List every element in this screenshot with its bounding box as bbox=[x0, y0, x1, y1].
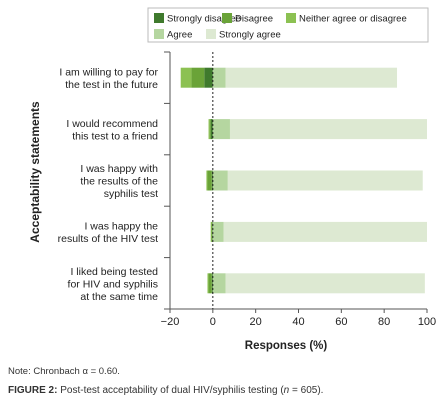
legend-swatch bbox=[154, 29, 164, 39]
x-tick-label: 60 bbox=[335, 316, 347, 328]
bar-segment bbox=[212, 221, 224, 242]
bar-segment bbox=[191, 67, 205, 88]
bar-segment bbox=[229, 119, 427, 140]
x-tick-label: −20 bbox=[161, 316, 180, 328]
bar-segment bbox=[207, 273, 209, 294]
x-tick-label: 40 bbox=[292, 316, 304, 328]
bar-segment bbox=[227, 170, 423, 191]
bar-segment bbox=[206, 170, 208, 191]
x-tick-label: 100 bbox=[418, 316, 436, 328]
category-label: the test in the future bbox=[65, 79, 158, 91]
caption-label: FIGURE 2: bbox=[8, 385, 58, 396]
category-label: results of the HIV test bbox=[58, 233, 158, 245]
bar-segment bbox=[211, 273, 213, 294]
category-label: I would recommend bbox=[66, 118, 158, 130]
legend-swatch bbox=[222, 13, 232, 23]
category-label: syphilis test bbox=[104, 188, 158, 200]
bar-segment bbox=[211, 170, 213, 191]
bar-segment bbox=[180, 67, 192, 88]
figure-caption: FIGURE 2: Post-test acceptability of dua… bbox=[8, 385, 323, 396]
bar-segment bbox=[209, 119, 211, 140]
bar-segment bbox=[208, 273, 212, 294]
bar-segment bbox=[225, 67, 398, 88]
bar-segment bbox=[207, 170, 212, 191]
x-tick-label: 20 bbox=[250, 316, 262, 328]
legend-swatch bbox=[154, 13, 164, 23]
legend-label: Strongly agree bbox=[219, 30, 281, 41]
bar-segment bbox=[210, 119, 213, 140]
bar-segment bbox=[212, 273, 226, 294]
bar-segment bbox=[204, 67, 213, 88]
category-label: for HIV and syphilis bbox=[68, 278, 158, 290]
legend-label: Neither agree or disagree bbox=[299, 14, 407, 25]
legend-label: Disagree bbox=[235, 14, 273, 25]
category-label: I was happy with bbox=[80, 163, 158, 175]
category-label: this test to a friend bbox=[72, 130, 158, 142]
legend-swatch bbox=[286, 13, 296, 23]
x-tick-label: 0 bbox=[210, 316, 216, 328]
figure-note: Note: Chronbach α = 0.60. bbox=[8, 366, 120, 377]
x-tick-label: 80 bbox=[378, 316, 390, 328]
bar-segment bbox=[210, 221, 212, 242]
bar-segment bbox=[225, 273, 425, 294]
caption-text-before: Post-test acceptability of dual HIV/syph… bbox=[57, 385, 284, 396]
bar-segment bbox=[212, 119, 230, 140]
bar-segment bbox=[211, 221, 213, 242]
bar-segment bbox=[212, 170, 228, 191]
category-label: I was happy the bbox=[84, 221, 158, 233]
category-label: the results of the bbox=[80, 176, 158, 188]
legend-label: Strongly disagree bbox=[167, 14, 241, 25]
bar-segment bbox=[208, 119, 210, 140]
y-axis-label: Acceptability statements bbox=[28, 101, 42, 243]
caption-text-after: = 605). bbox=[289, 385, 324, 396]
legend-label: Agree bbox=[167, 30, 192, 41]
category-label: at the same time bbox=[80, 291, 158, 303]
category-label: I liked being tested bbox=[70, 266, 158, 278]
bar-segment bbox=[212, 221, 213, 242]
x-axis-label: Responses (%) bbox=[245, 340, 328, 352]
caption-n-symbol: n bbox=[283, 385, 290, 396]
legend-swatch bbox=[206, 29, 216, 39]
bar-segment bbox=[223, 221, 427, 242]
bar-segment bbox=[212, 67, 226, 88]
category-label: I am willing to pay for bbox=[59, 66, 158, 78]
